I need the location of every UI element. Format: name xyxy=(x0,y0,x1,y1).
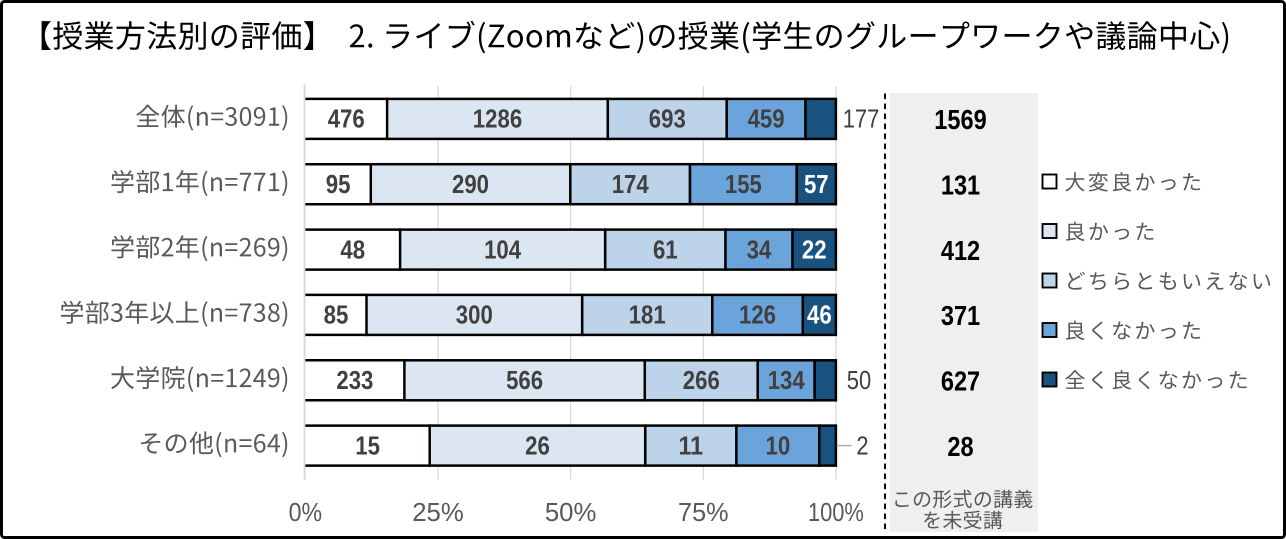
svg-text:693: 693 xyxy=(649,106,686,134)
svg-text:177: 177 xyxy=(843,106,880,134)
svg-text:126: 126 xyxy=(739,302,776,330)
svg-text:85: 85 xyxy=(324,302,349,330)
svg-text:25%: 25% xyxy=(412,499,464,527)
svg-text:10: 10 xyxy=(766,432,791,460)
svg-text:61: 61 xyxy=(653,236,678,264)
svg-text:174: 174 xyxy=(612,171,650,199)
svg-text:181: 181 xyxy=(629,302,666,330)
svg-text:476: 476 xyxy=(328,106,365,134)
svg-text:75%: 75% xyxy=(678,499,729,527)
svg-text:0%: 0% xyxy=(289,499,323,527)
svg-text:26: 26 xyxy=(525,432,550,460)
svg-text:104: 104 xyxy=(484,236,522,264)
svg-text:627: 627 xyxy=(941,366,980,397)
svg-text:290: 290 xyxy=(452,171,489,199)
svg-text:412: 412 xyxy=(941,235,980,266)
svg-text:134: 134 xyxy=(768,367,806,395)
svg-text:11: 11 xyxy=(678,432,703,460)
svg-text:371: 371 xyxy=(941,300,980,331)
svg-text:300: 300 xyxy=(456,302,493,330)
svg-text:266: 266 xyxy=(683,367,720,395)
svg-text:566: 566 xyxy=(506,367,543,395)
svg-text:46: 46 xyxy=(807,302,832,330)
svg-text:57: 57 xyxy=(804,171,829,199)
svg-text:131: 131 xyxy=(941,169,980,200)
svg-text:233: 233 xyxy=(336,367,373,395)
svg-text:15: 15 xyxy=(355,432,380,460)
svg-text:2: 2 xyxy=(856,432,868,460)
svg-text:50: 50 xyxy=(847,367,871,395)
svg-text:34: 34 xyxy=(747,236,772,264)
svg-text:1286: 1286 xyxy=(473,106,522,134)
svg-text:1569: 1569 xyxy=(934,104,986,135)
svg-text:459: 459 xyxy=(748,106,785,134)
svg-text:48: 48 xyxy=(340,236,365,264)
svg-text:28: 28 xyxy=(947,431,973,462)
svg-text:155: 155 xyxy=(725,171,762,199)
svg-text:95: 95 xyxy=(326,171,351,199)
svg-text:100%: 100% xyxy=(808,499,864,527)
svg-text:22: 22 xyxy=(802,236,827,264)
svg-text:50%: 50% xyxy=(545,499,597,527)
